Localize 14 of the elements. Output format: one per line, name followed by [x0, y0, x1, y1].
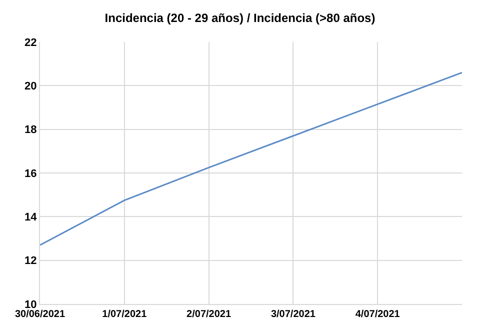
x-tick-label: 4/07/2021 — [355, 309, 400, 320]
y-tick-label: 14 — [24, 212, 38, 224]
chart-title: Incidencia (20 - 29 años) / Incidencia (>80 años) — [104, 10, 376, 25]
x-tick-label: 30/06/2021 — [14, 309, 66, 320]
line-series — [40, 72, 462, 246]
y-tick-label: 10 — [24, 298, 37, 311]
y-tick-label: 18 — [24, 124, 37, 136]
x-tick-label: 1/07/2021 — [102, 309, 148, 320]
x-tick-label: 3/07/2021 — [270, 309, 316, 320]
y-tick-label: 22 — [24, 36, 37, 49]
y-tick-label: 16 — [24, 168, 37, 180]
y-tick-label: 20 — [24, 80, 37, 93]
y-tick-label: 12 — [24, 255, 37, 268]
x-tick-label: 2/07/2021 — [186, 309, 232, 320]
